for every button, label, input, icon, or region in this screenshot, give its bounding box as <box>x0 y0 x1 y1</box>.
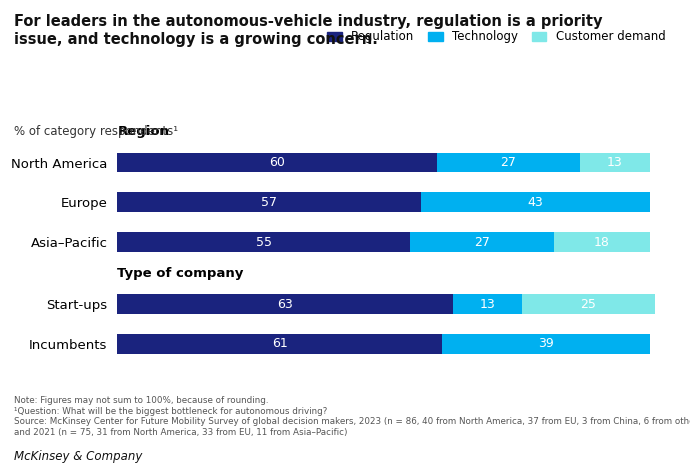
Text: Region: Region <box>117 125 169 138</box>
Text: 39: 39 <box>538 337 553 350</box>
Text: 13: 13 <box>480 297 495 311</box>
Text: 63: 63 <box>277 297 293 311</box>
Text: 27: 27 <box>474 236 490 249</box>
Bar <box>421 193 649 212</box>
Bar <box>442 334 649 354</box>
Bar <box>437 152 580 172</box>
Text: Note: Figures may not sum to 100%, because of rounding.
¹Question: What will be : Note: Figures may not sum to 100%, becau… <box>14 396 690 437</box>
Bar <box>117 152 437 172</box>
Bar <box>117 193 421 212</box>
Text: For leaders in the autonomous-vehicle industry, regulation is a priority
issue, : For leaders in the autonomous-vehicle in… <box>14 14 602 47</box>
Bar <box>453 294 522 314</box>
Text: 43: 43 <box>527 196 543 209</box>
Bar <box>117 294 453 314</box>
Bar <box>580 152 649 172</box>
Legend: Regulation, Technology, Customer demand: Regulation, Technology, Customer demand <box>323 25 670 48</box>
Text: 25: 25 <box>580 297 596 311</box>
Text: 61: 61 <box>272 337 288 350</box>
Bar <box>117 232 410 252</box>
Text: 57: 57 <box>261 196 277 209</box>
Bar <box>410 232 554 252</box>
Text: Type of company: Type of company <box>117 267 244 280</box>
Bar <box>117 334 442 354</box>
Bar <box>522 294 655 314</box>
Bar <box>554 232 649 252</box>
Text: McKinsey & Company: McKinsey & Company <box>14 449 142 463</box>
Text: 13: 13 <box>607 156 623 169</box>
Text: 55: 55 <box>256 236 272 249</box>
Text: 18: 18 <box>593 236 610 249</box>
Text: 60: 60 <box>269 156 285 169</box>
Text: % of category respondents¹: % of category respondents¹ <box>14 125 178 138</box>
Text: 27: 27 <box>500 156 517 169</box>
